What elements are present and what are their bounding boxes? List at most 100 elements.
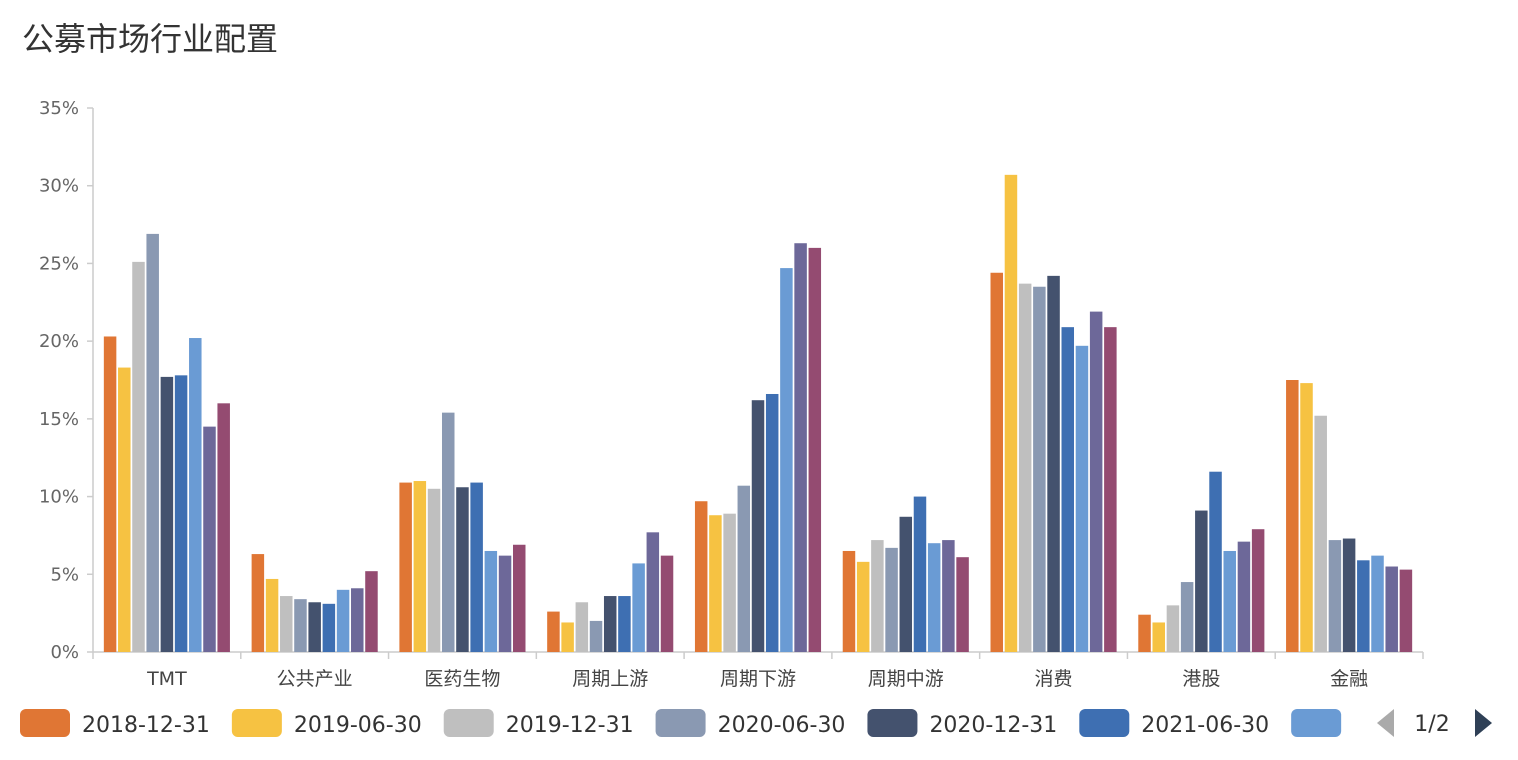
legend-swatch[interactable]: [1291, 709, 1342, 737]
legend-swatch[interactable]: [867, 709, 918, 737]
bar[interactable]: [632, 563, 645, 652]
bar[interactable]: [1047, 275, 1060, 652]
bar[interactable]: [913, 496, 927, 652]
bar[interactable]: [1328, 540, 1342, 652]
bar[interactable]: [217, 403, 230, 652]
legend-label[interactable]: 2021-06-30: [1141, 713, 1269, 738]
bar[interactable]: [1104, 327, 1117, 652]
bar[interactable]: [146, 233, 159, 652]
bar[interactable]: [780, 268, 793, 652]
bar[interactable]: [484, 550, 498, 652]
bar[interactable]: [737, 485, 751, 652]
bar[interactable]: [547, 611, 560, 652]
bar[interactable]: [1300, 383, 1313, 652]
bar[interactable]: [942, 540, 955, 652]
bar[interactable]: [885, 547, 898, 652]
bar[interactable]: [709, 515, 722, 652]
bar[interactable]: [927, 543, 941, 652]
bar[interactable]: [1237, 541, 1251, 652]
bar[interactable]: [1089, 311, 1103, 652]
legend-swatch[interactable]: [231, 709, 282, 737]
bar[interactable]: [751, 400, 765, 652]
legend-label[interactable]: 2019-06-30: [294, 713, 422, 738]
bar[interactable]: [694, 501, 708, 652]
bar[interactable]: [1166, 605, 1180, 652]
bar[interactable]: [723, 513, 736, 652]
bars: [103, 174, 1413, 653]
bar[interactable]: [956, 557, 969, 652]
bar[interactable]: [1018, 283, 1032, 652]
bar[interactable]: [132, 261, 145, 652]
bar[interactable]: [1195, 510, 1208, 652]
legend-swatch[interactable]: [20, 709, 70, 737]
bar[interactable]: [251, 554, 265, 652]
legend-prev-icon[interactable]: [1377, 709, 1394, 737]
x-tick-label: TMT: [146, 668, 187, 690]
bar[interactable]: [899, 516, 913, 652]
bar[interactable]: [660, 555, 674, 652]
bar[interactable]: [765, 393, 779, 652]
bar[interactable]: [842, 550, 856, 652]
bar[interactable]: [351, 588, 364, 652]
bar[interactable]: [160, 376, 174, 652]
bar[interactable]: [103, 336, 117, 652]
bar[interactable]: [399, 482, 412, 652]
bar[interactable]: [589, 620, 603, 652]
bar[interactable]: [1251, 529, 1265, 652]
bar[interactable]: [1314, 415, 1327, 652]
bar[interactable]: [808, 247, 822, 652]
legend-label[interactable]: 2020-06-30: [718, 713, 846, 738]
bar[interactable]: [1209, 471, 1222, 652]
bar[interactable]: [308, 602, 321, 652]
bar[interactable]: [365, 571, 378, 652]
bar[interactable]: [1385, 566, 1398, 652]
bar[interactable]: [1138, 614, 1151, 652]
bar[interactable]: [646, 532, 660, 652]
bar[interactable]: [470, 482, 483, 652]
bar[interactable]: [498, 555, 512, 652]
bar[interactable]: [871, 540, 884, 652]
bar[interactable]: [441, 412, 455, 652]
y-axis: 0% 5% 10% 15% 20% 25% 30% 35%: [39, 98, 94, 663]
bar[interactable]: [856, 561, 870, 652]
bar[interactable]: [1075, 345, 1089, 652]
bar[interactable]: [322, 603, 336, 652]
bar[interactable]: [603, 596, 617, 652]
legend-label[interactable]: 2020-12-31: [929, 713, 1057, 738]
bar[interactable]: [203, 426, 216, 652]
bar[interactable]: [294, 599, 307, 652]
bar[interactable]: [118, 367, 131, 652]
legend-swatch[interactable]: [1079, 709, 1130, 737]
bar[interactable]: [336, 589, 350, 652]
bar[interactable]: [1223, 550, 1236, 652]
legend-next-icon[interactable]: [1475, 709, 1492, 737]
bar[interactable]: [1061, 327, 1075, 652]
bar[interactable]: [413, 481, 427, 652]
bar[interactable]: [1004, 174, 1018, 652]
legend-label[interactable]: 2018-12-31: [82, 713, 210, 738]
legend-swatch[interactable]: [655, 709, 706, 737]
bar[interactable]: [1357, 560, 1370, 652]
legend-swatch[interactable]: [443, 709, 494, 737]
bar[interactable]: [1286, 380, 1299, 652]
legend-label[interactable]: 2019-12-31: [506, 713, 634, 738]
bar[interactable]: [1152, 622, 1165, 652]
bar[interactable]: [1033, 286, 1046, 652]
bar[interactable]: [1371, 555, 1384, 652]
bar[interactable]: [427, 488, 441, 652]
bar[interactable]: [618, 596, 631, 652]
bar[interactable]: [794, 243, 807, 653]
bar[interactable]: [561, 622, 574, 652]
bar[interactable]: [280, 596, 293, 652]
bar[interactable]: [189, 338, 202, 652]
bar[interactable]: [575, 602, 589, 652]
bar[interactable]: [512, 544, 526, 652]
bar[interactable]: [456, 487, 469, 652]
x-tick-label: 金融: [1330, 668, 1368, 690]
bar[interactable]: [990, 272, 1004, 652]
bar[interactable]: [265, 578, 279, 652]
bar[interactable]: [1180, 582, 1194, 652]
bar[interactable]: [1342, 538, 1356, 652]
bar[interactable]: [1399, 569, 1413, 652]
bar[interactable]: [174, 375, 188, 652]
